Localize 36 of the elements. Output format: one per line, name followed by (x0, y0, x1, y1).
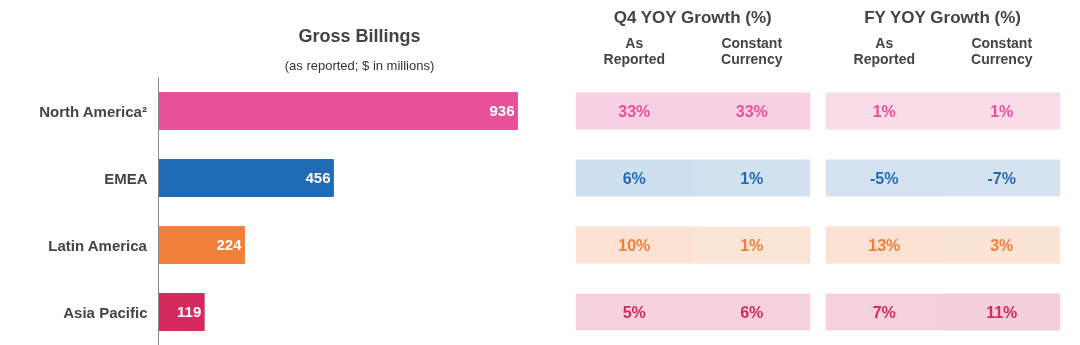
y-tick-label: North America² (39, 102, 147, 120)
data-label: 7% (872, 303, 896, 321)
x-tick-label: As Reported (853, 34, 915, 67)
data-label: 33% (618, 102, 651, 120)
x-tick-label: Constant Currency (971, 34, 1033, 67)
data-label: 1% (990, 102, 1014, 120)
chart-subtitle: (as reported; $ in millions) (284, 57, 435, 73)
x-tick-label: Constant Currency (721, 34, 783, 67)
data-label: 1% (740, 236, 764, 254)
x-tick-label: As Reported (603, 34, 665, 67)
y-tick-label: Latin America (48, 236, 148, 254)
data-label: -7% (987, 169, 1016, 187)
data-label: 3% (990, 236, 1014, 254)
data-label: -5% (870, 169, 899, 187)
y-tick-label: EMEA (104, 169, 148, 187)
data-label: 936 (489, 102, 515, 119)
chart-title: Gross Billings (298, 25, 421, 46)
bar (158, 293, 205, 331)
data-label: 11% (986, 303, 1018, 321)
data-label: 6% (740, 303, 764, 321)
data-label: 5% (622, 303, 646, 321)
y-tick-label: Asia Pacific (63, 303, 148, 321)
data-label: 224 (216, 236, 243, 253)
data-label: 6% (622, 169, 646, 187)
chart-title: FY YOY Growth (%) (864, 7, 1021, 27)
data-label: 10% (618, 236, 651, 254)
bar (158, 159, 334, 197)
data-label: 1% (740, 169, 764, 187)
data-label: 33% (735, 102, 768, 120)
bar (158, 92, 518, 130)
data-label: 1% (872, 102, 896, 120)
bar (158, 226, 245, 264)
chart-title: Q4 YOY Growth (%) (613, 7, 772, 27)
data-label: 119 (177, 303, 202, 320)
data-label: 13% (868, 236, 901, 254)
data-label: 456 (305, 169, 331, 186)
